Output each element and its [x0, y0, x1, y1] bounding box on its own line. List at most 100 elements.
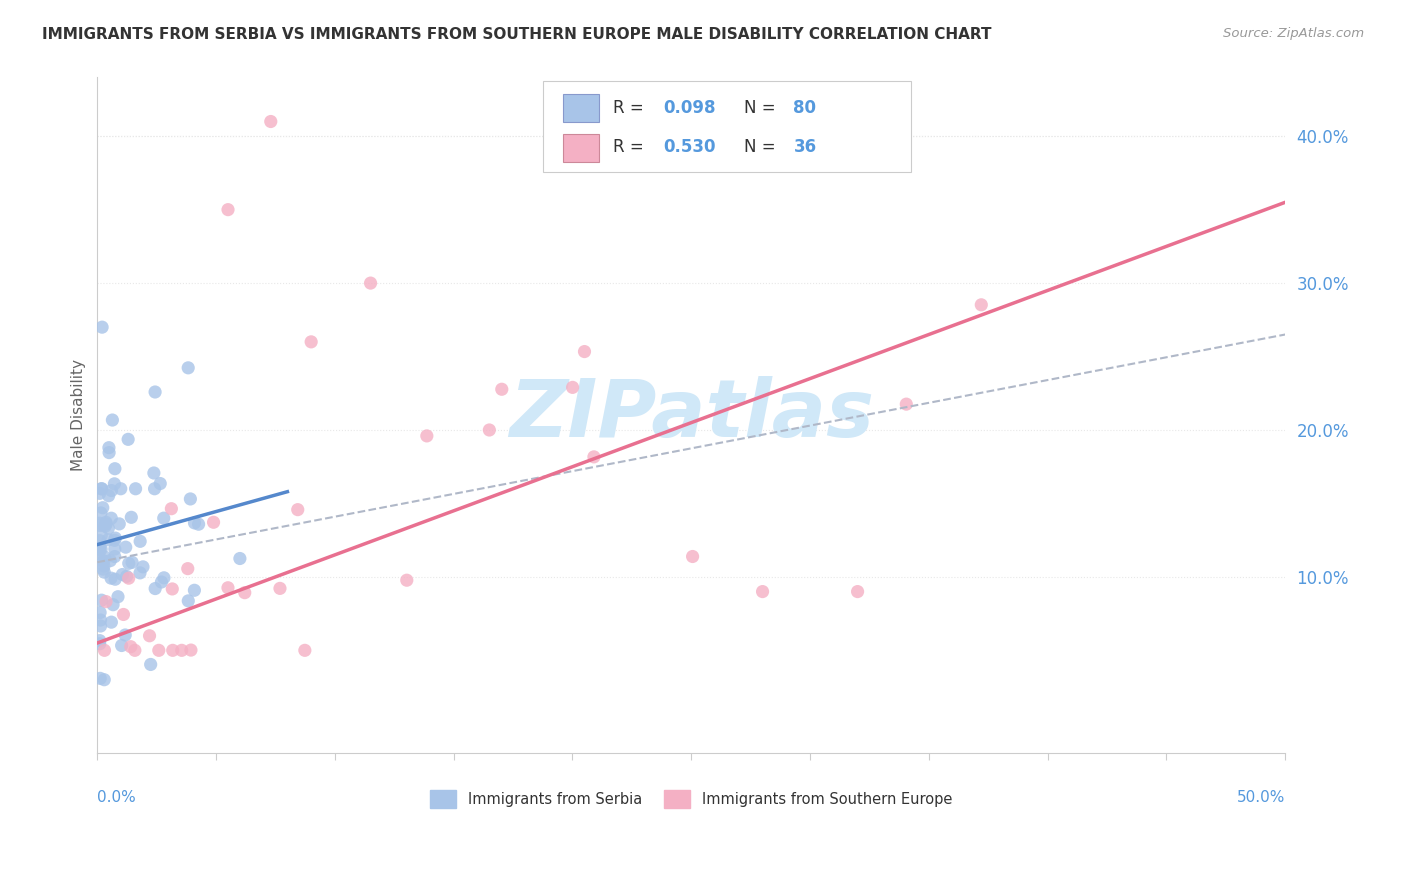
Point: [132, 559, 155, 574]
Point: [183, 583, 205, 598]
Point: [104, 549, 127, 564]
Text: Source: ZipAtlas.com: Source: ZipAtlas.com: [1223, 27, 1364, 40]
FancyBboxPatch shape: [562, 94, 599, 122]
Point: [89, 633, 111, 648]
Point: [896, 397, 918, 411]
Point: [94, 594, 117, 608]
Point: [180, 643, 202, 657]
Point: [846, 584, 869, 599]
Point: [93, 643, 115, 657]
Point: [416, 429, 439, 443]
Text: 0.530: 0.530: [662, 137, 716, 156]
Point: [90, 593, 112, 607]
Point: [117, 433, 139, 447]
Point: [91, 500, 114, 515]
Point: [97, 489, 120, 503]
Point: [162, 582, 184, 596]
Point: [139, 657, 162, 672]
Text: N =: N =: [744, 137, 780, 156]
Point: [138, 629, 160, 643]
Point: [89, 672, 111, 686]
Point: [104, 531, 127, 545]
Point: [89, 518, 111, 533]
Point: [751, 584, 773, 599]
Point: [114, 540, 136, 554]
Point: [143, 482, 166, 496]
Point: [118, 571, 141, 585]
Point: [93, 673, 115, 687]
Point: [111, 639, 134, 653]
Point: [160, 501, 183, 516]
Point: [89, 606, 111, 620]
Point: [187, 517, 209, 532]
Point: [179, 491, 201, 506]
Point: [89, 516, 111, 531]
Point: [93, 554, 115, 568]
Point: [104, 533, 127, 548]
Point: [143, 582, 166, 596]
Point: [93, 549, 115, 564]
Point: [108, 516, 131, 531]
Point: [97, 441, 120, 455]
Point: [98, 553, 121, 567]
Point: [478, 423, 501, 437]
Point: [360, 276, 382, 290]
Point: [233, 585, 256, 599]
Point: [162, 643, 184, 657]
Point: [97, 533, 120, 547]
Point: [114, 628, 136, 642]
Point: [101, 598, 124, 612]
Point: [94, 519, 117, 533]
Point: [129, 566, 152, 580]
Point: [112, 607, 135, 622]
Point: [100, 615, 122, 629]
Point: [89, 533, 111, 548]
Point: [90, 552, 112, 566]
Point: [217, 581, 239, 595]
Point: [91, 562, 114, 576]
Point: [183, 516, 205, 530]
Text: 0.0%: 0.0%: [97, 790, 136, 805]
Text: 0.098: 0.098: [662, 99, 716, 117]
Point: [96, 516, 118, 531]
Point: [177, 594, 200, 608]
Text: IMMIGRANTS FROM SERBIA VS IMMIGRANTS FROM SOUTHERN EUROPE MALE DISABILITY CORREL: IMMIGRANTS FROM SERBIA VS IMMIGRANTS FRO…: [42, 27, 991, 42]
Y-axis label: Male Disability: Male Disability: [72, 359, 86, 471]
Point: [100, 511, 122, 525]
Point: [110, 482, 132, 496]
Point: [287, 502, 309, 516]
Point: [124, 482, 146, 496]
Point: [202, 516, 225, 530]
Point: [682, 549, 704, 564]
Point: [148, 643, 170, 657]
Text: R =: R =: [613, 99, 650, 117]
Point: [269, 582, 291, 596]
Point: [574, 344, 596, 359]
Point: [93, 565, 115, 579]
Point: [89, 542, 111, 557]
FancyBboxPatch shape: [562, 134, 599, 162]
Point: [129, 534, 152, 549]
Point: [121, 555, 143, 569]
Text: N =: N =: [744, 99, 780, 117]
Point: [120, 510, 142, 524]
Point: [100, 571, 122, 585]
FancyBboxPatch shape: [543, 81, 911, 172]
Point: [107, 590, 129, 604]
Point: [97, 521, 120, 535]
Point: [142, 466, 165, 480]
Legend: Immigrants from Serbia, Immigrants from Southern Europe: Immigrants from Serbia, Immigrants from …: [425, 784, 959, 814]
Point: [152, 511, 174, 525]
Text: 80: 80: [793, 99, 817, 117]
Text: ZIPatlas: ZIPatlas: [509, 376, 873, 454]
Point: [90, 613, 112, 627]
Text: R =: R =: [613, 137, 650, 156]
Point: [90, 528, 112, 542]
Point: [93, 559, 115, 574]
Point: [94, 516, 117, 530]
Point: [90, 506, 112, 520]
Text: 36: 36: [793, 137, 817, 156]
Point: [395, 573, 418, 587]
Point: [98, 445, 121, 459]
Point: [153, 571, 176, 585]
